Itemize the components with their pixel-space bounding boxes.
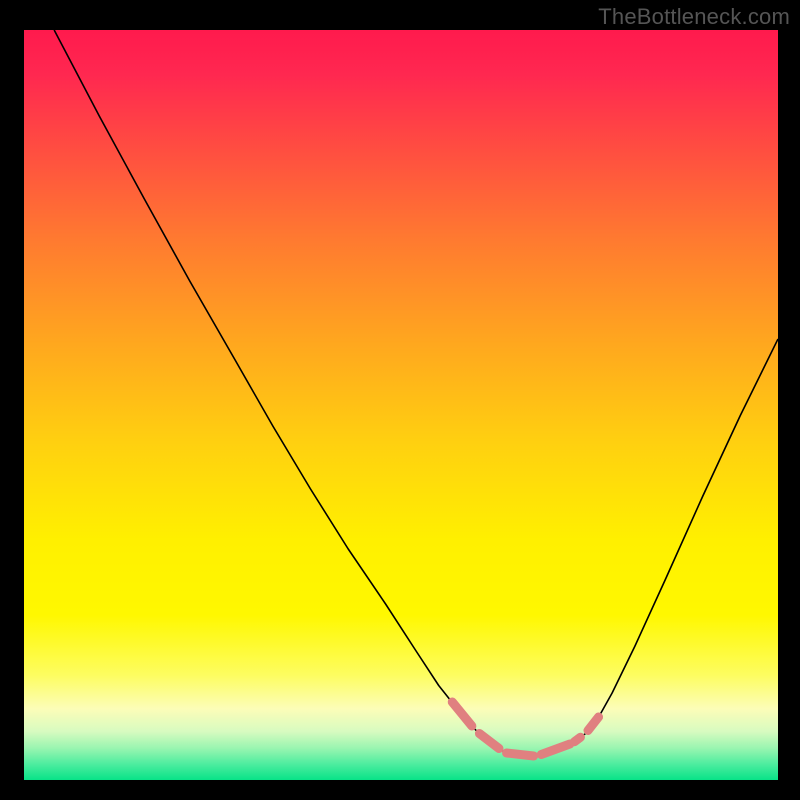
watermark-text: TheBottleneck.com — [598, 4, 790, 30]
dash-segment — [507, 753, 534, 756]
gradient-background — [24, 30, 778, 780]
bottleneck-chart — [24, 30, 778, 780]
chart-frame: TheBottleneck.com — [0, 0, 800, 800]
dash-segment — [574, 737, 580, 742]
